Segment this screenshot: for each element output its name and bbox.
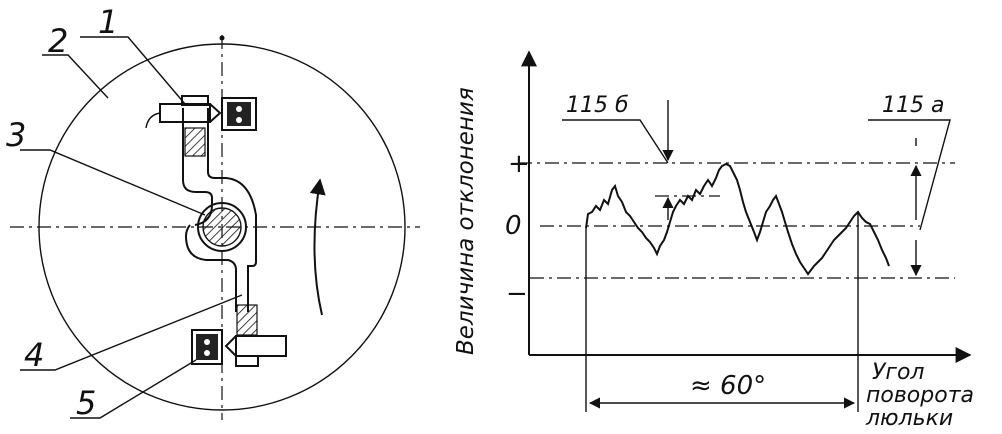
callout-b-label: 115 б xyxy=(566,93,629,118)
callout-b-leader xyxy=(562,119,669,164)
bottom-indicator-body xyxy=(235,335,287,357)
part-label-2: 2 xyxy=(48,22,68,60)
top-bracket-hole-2 xyxy=(236,117,242,123)
top-bracket xyxy=(221,97,257,131)
hub-inner xyxy=(202,207,242,247)
part-label-3: 3 xyxy=(6,116,26,154)
top-indicator-cable xyxy=(145,112,161,129)
bottom-bracket-hole-2 xyxy=(204,350,210,356)
leader-2 xyxy=(42,54,109,99)
hub-outer xyxy=(197,202,247,252)
part-label-4: 4 xyxy=(24,336,44,374)
rotation-arrow xyxy=(309,178,326,316)
top-bracket-hole-1 xyxy=(236,106,242,112)
x-axis-label-line-1: Угол xyxy=(872,360,925,385)
callout-a-leader xyxy=(868,119,951,231)
level-minus-label: − xyxy=(506,279,528,309)
y-axis-label: Величина отклонения xyxy=(453,87,479,355)
bottom-bracket xyxy=(191,329,223,365)
x-axis-label-line-2: поворота xyxy=(866,383,974,408)
deviation-curve xyxy=(585,162,890,276)
span-label: ≈ 60° xyxy=(690,371,766,401)
top-center-dot xyxy=(219,35,225,41)
callout-a-label: 115 а xyxy=(882,93,944,118)
bottom-indicator-cap xyxy=(235,355,259,367)
leader-4 xyxy=(20,294,243,371)
arm-section-bottom xyxy=(236,304,258,336)
part-label-5: 5 xyxy=(76,384,96,422)
leader-5 xyxy=(70,359,197,419)
bottom-indicator-tip xyxy=(224,335,237,357)
part-label-1: 1 xyxy=(98,3,118,41)
left-figure: 1 2 3 4 5 xyxy=(6,3,420,422)
bottom-bracket-hole-1 xyxy=(204,339,210,345)
level-plus-label: + xyxy=(508,149,530,179)
right-figure: Величина отклонения + 0 − 115 б 115 а ≈ … xyxy=(453,50,974,431)
top-indicator-body xyxy=(159,103,211,123)
arm-section-top xyxy=(184,127,206,157)
x-axis-label-line-3: люльки xyxy=(865,406,953,431)
top-indicator-tip xyxy=(209,103,222,123)
level-zero-label: 0 xyxy=(505,211,522,241)
leader-3 xyxy=(20,149,206,216)
bottom-bracket-fill xyxy=(196,334,218,360)
leader-1 xyxy=(80,36,186,105)
